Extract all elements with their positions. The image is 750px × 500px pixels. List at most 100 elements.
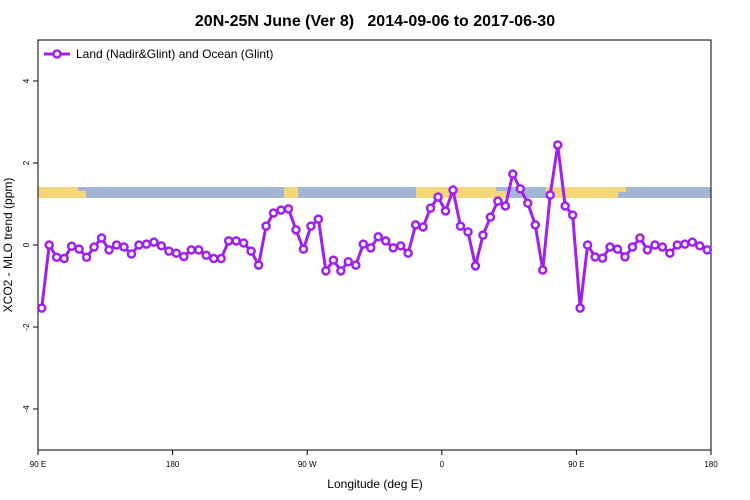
point bbox=[291, 225, 301, 235]
point bbox=[81, 252, 92, 263]
point bbox=[126, 249, 137, 259]
point bbox=[410, 220, 421, 230]
point bbox=[358, 239, 369, 249]
point bbox=[171, 248, 182, 258]
point bbox=[216, 253, 226, 264]
point bbox=[702, 245, 713, 255]
point bbox=[253, 260, 264, 270]
point bbox=[500, 201, 511, 211]
point bbox=[508, 169, 518, 179]
point bbox=[620, 252, 630, 262]
land-ocean-strip bbox=[38, 187, 711, 198]
x-axis-label: Longitude (deg E) bbox=[327, 477, 422, 491]
point bbox=[104, 245, 114, 255]
point bbox=[590, 252, 600, 262]
point bbox=[134, 240, 144, 250]
point bbox=[208, 253, 219, 264]
point bbox=[246, 246, 256, 256]
x-tick-label: 90 W bbox=[298, 460, 317, 469]
series-line bbox=[40, 144, 708, 309]
point bbox=[186, 245, 197, 255]
point bbox=[395, 241, 406, 251]
point bbox=[238, 238, 249, 248]
point bbox=[538, 265, 548, 275]
legend-label: Land (Nadir&Glint) and Ocean (Glint) bbox=[76, 47, 273, 61]
point bbox=[351, 260, 361, 270]
y-tick-label: 4 bbox=[22, 78, 31, 83]
point bbox=[59, 253, 69, 264]
point bbox=[366, 243, 376, 253]
point bbox=[530, 220, 541, 230]
point bbox=[306, 221, 316, 231]
point bbox=[201, 250, 211, 260]
point bbox=[231, 236, 241, 246]
point bbox=[612, 244, 623, 254]
point bbox=[597, 253, 608, 263]
point bbox=[627, 242, 638, 252]
point bbox=[51, 252, 62, 263]
point bbox=[485, 212, 496, 222]
y-tick-label: 2 bbox=[22, 160, 31, 165]
point bbox=[343, 257, 354, 267]
point bbox=[567, 210, 578, 220]
point bbox=[111, 240, 122, 250]
x-tick-label: 180 bbox=[704, 460, 718, 469]
point bbox=[313, 214, 324, 224]
point bbox=[141, 239, 152, 249]
point bbox=[336, 266, 346, 276]
y-tick-label: 0 bbox=[22, 242, 31, 247]
legend-marker bbox=[52, 49, 62, 59]
point bbox=[36, 303, 47, 313]
point bbox=[425, 203, 436, 213]
point bbox=[665, 248, 675, 258]
point bbox=[470, 261, 481, 271]
point bbox=[463, 227, 473, 237]
point bbox=[373, 232, 383, 242]
point bbox=[164, 246, 174, 256]
point bbox=[605, 242, 615, 252]
point bbox=[276, 205, 286, 215]
point bbox=[298, 244, 309, 254]
point bbox=[388, 243, 398, 253]
y-axis-label: XCO2 - MLO trend (ppm) bbox=[1, 178, 15, 313]
point bbox=[552, 140, 563, 150]
point bbox=[523, 198, 533, 208]
point bbox=[687, 237, 698, 247]
point bbox=[283, 204, 294, 214]
point bbox=[575, 303, 585, 313]
point bbox=[560, 201, 570, 211]
point bbox=[119, 242, 129, 252]
point bbox=[380, 236, 391, 246]
x-tick-label: 180 bbox=[166, 460, 180, 469]
point bbox=[268, 208, 279, 218]
point bbox=[261, 221, 271, 231]
x-tick-label: 0 bbox=[440, 460, 445, 469]
point bbox=[545, 190, 555, 200]
point bbox=[321, 266, 331, 276]
y-tick-label: -2 bbox=[22, 323, 31, 331]
point bbox=[493, 196, 503, 206]
y-tick-label: -4 bbox=[22, 405, 31, 413]
x-tick-label: 90 E bbox=[30, 460, 46, 469]
point bbox=[89, 242, 99, 252]
chart-title: 20N-25N June (Ver 8) 2014-09-06 to 2017-… bbox=[195, 13, 555, 30]
point bbox=[448, 185, 458, 195]
point bbox=[515, 184, 526, 194]
point bbox=[149, 237, 159, 247]
point bbox=[74, 244, 84, 254]
point bbox=[66, 241, 77, 251]
point bbox=[657, 242, 668, 252]
point bbox=[695, 241, 705, 251]
x-tick-label: 90 E bbox=[568, 460, 584, 469]
point bbox=[635, 233, 645, 243]
point bbox=[403, 248, 413, 258]
point bbox=[418, 222, 428, 232]
point bbox=[672, 240, 683, 250]
point bbox=[582, 240, 593, 250]
point bbox=[680, 239, 690, 249]
point bbox=[44, 240, 54, 250]
point bbox=[179, 251, 189, 262]
point bbox=[455, 221, 466, 231]
point bbox=[650, 240, 660, 250]
